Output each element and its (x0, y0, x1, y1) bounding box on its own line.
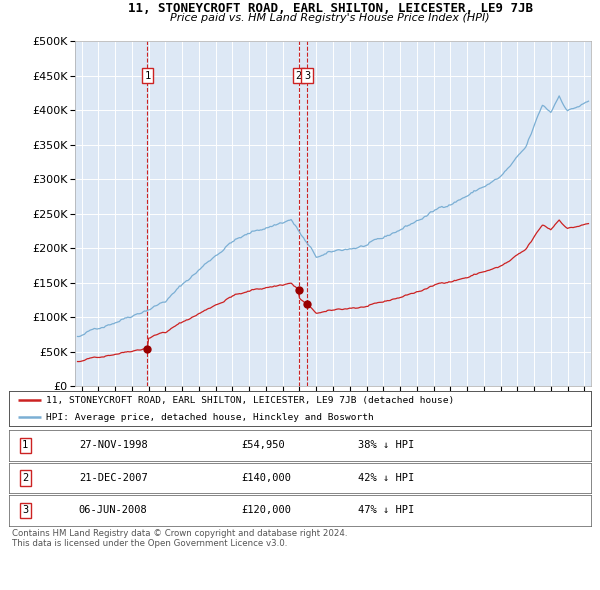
Text: Contains HM Land Registry data © Crown copyright and database right 2024.
This d: Contains HM Land Registry data © Crown c… (12, 529, 347, 548)
Text: £54,950: £54,950 (242, 441, 286, 450)
Text: 27-NOV-1998: 27-NOV-1998 (79, 441, 148, 450)
Text: 1: 1 (22, 441, 28, 450)
Text: 11, STONEYCROFT ROAD, EARL SHILTON, LEICESTER, LE9 7JB (detached house): 11, STONEYCROFT ROAD, EARL SHILTON, LEIC… (46, 396, 454, 405)
Text: 2: 2 (296, 71, 302, 81)
Text: 47% ↓ HPI: 47% ↓ HPI (358, 506, 415, 515)
Text: 11, STONEYCROFT ROAD, EARL SHILTON, LEICESTER, LE9 7JB: 11, STONEYCROFT ROAD, EARL SHILTON, LEIC… (128, 2, 533, 15)
Text: 06-JUN-2008: 06-JUN-2008 (79, 506, 148, 515)
Text: 3: 3 (304, 71, 310, 81)
Text: Price paid vs. HM Land Registry's House Price Index (HPI): Price paid vs. HM Land Registry's House … (170, 13, 490, 23)
Text: £120,000: £120,000 (242, 506, 292, 515)
Text: 42% ↓ HPI: 42% ↓ HPI (358, 473, 415, 483)
Text: HPI: Average price, detached house, Hinckley and Bosworth: HPI: Average price, detached house, Hinc… (46, 412, 373, 422)
Text: 3: 3 (22, 506, 28, 515)
Text: 21-DEC-2007: 21-DEC-2007 (79, 473, 148, 483)
Text: 1: 1 (144, 71, 151, 81)
Text: £140,000: £140,000 (242, 473, 292, 483)
Text: 2: 2 (22, 473, 28, 483)
Text: 38% ↓ HPI: 38% ↓ HPI (358, 441, 415, 450)
